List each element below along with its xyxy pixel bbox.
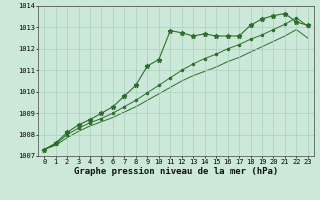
X-axis label: Graphe pression niveau de la mer (hPa): Graphe pression niveau de la mer (hPa): [74, 167, 278, 176]
